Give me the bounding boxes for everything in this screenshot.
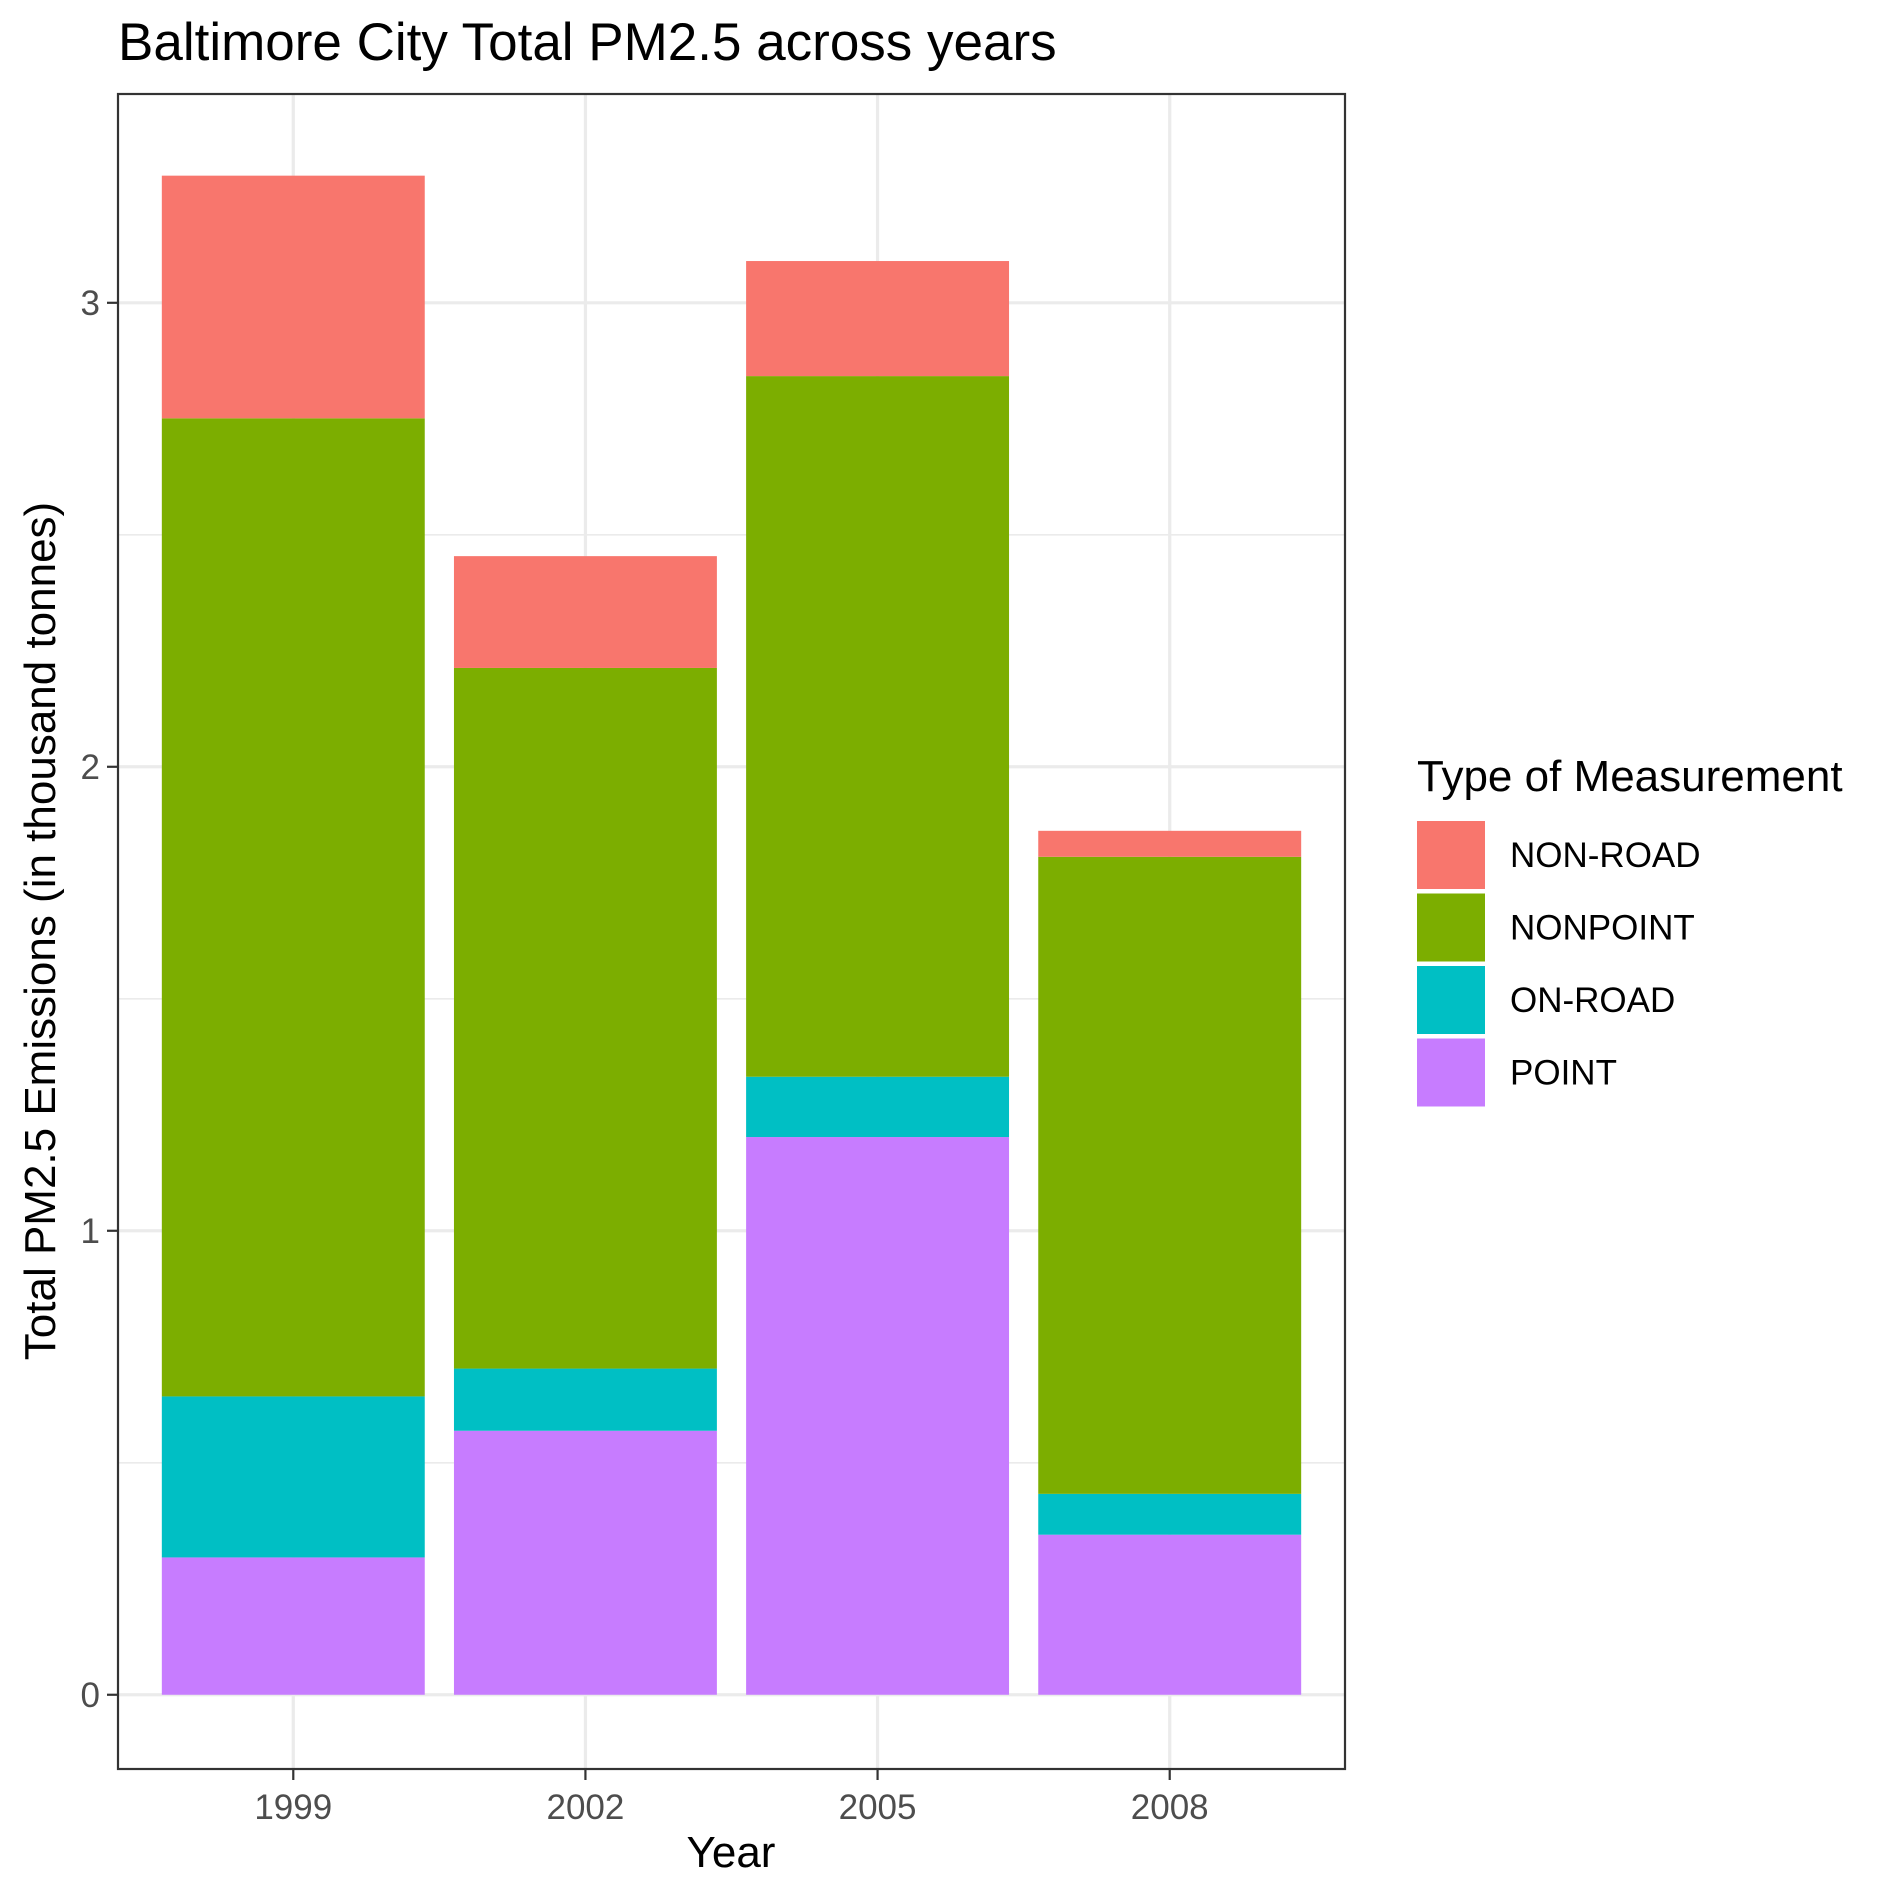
bar-2008-non-road — [1038, 830, 1302, 857]
legend-label: POINT — [1510, 1054, 1617, 1093]
legend-key-non-road — [1417, 821, 1485, 889]
bar-2008-nonpoint — [1038, 856, 1302, 1494]
y-tick-label: 0 — [81, 1676, 100, 1715]
y-axis-title: Total PM2.5 Emissions (in thousand tonne… — [16, 502, 65, 1360]
y-tick-label: 1 — [81, 1212, 100, 1251]
chart-title: Baltimore City Total PM2.5 across years — [118, 13, 1057, 72]
x-tick-label: 2002 — [546, 1788, 624, 1827]
bar-1999-nonpoint — [161, 418, 425, 1397]
bar-1999-on-road — [161, 1396, 425, 1558]
plot-border — [116, 92, 1347, 1771]
bars — [161, 175, 1302, 1695]
bar-2005-on-road — [746, 1076, 1010, 1138]
axes: 0 1 2 3 1999 2002 2005 2008 — [81, 284, 1209, 1827]
legend-label: ON-ROAD — [1510, 981, 1675, 1020]
bar-2008-point — [1038, 1534, 1302, 1695]
legend-title: Type of Measurement — [1417, 752, 1843, 801]
bar-2002-non-road — [453, 556, 717, 668]
x-axis-title: Year — [687, 1828, 776, 1877]
bar-2005-nonpoint — [746, 376, 1010, 1077]
y-tick-label: 3 — [81, 284, 100, 323]
bar-2008-on-road — [1038, 1493, 1302, 1535]
bar-1999-point — [161, 1557, 425, 1695]
legend-key-point — [1417, 1038, 1485, 1107]
legend: Type of Measurement NON-ROAD NONPOINT ON-R… — [1417, 752, 1843, 1107]
x-tick-label: 2005 — [839, 1788, 917, 1827]
bar-2005-non-road — [746, 261, 1010, 377]
bar-2002-nonpoint — [453, 667, 717, 1369]
x-tick-label: 1999 — [254, 1788, 332, 1827]
bar-2002-on-road — [453, 1368, 717, 1431]
x-tick-label: 2008 — [1131, 1788, 1209, 1827]
bar-2002-point — [453, 1430, 717, 1695]
legend-label: NONPOINT — [1510, 909, 1695, 948]
y-tick-label: 2 — [81, 748, 100, 787]
bar-2005-point — [746, 1137, 1010, 1695]
legend-key-on-road — [1417, 966, 1485, 1034]
legend-label: NON-ROAD — [1510, 836, 1701, 875]
legend-key-nonpoint — [1417, 893, 1485, 962]
bar-1999-non-road — [161, 175, 425, 419]
